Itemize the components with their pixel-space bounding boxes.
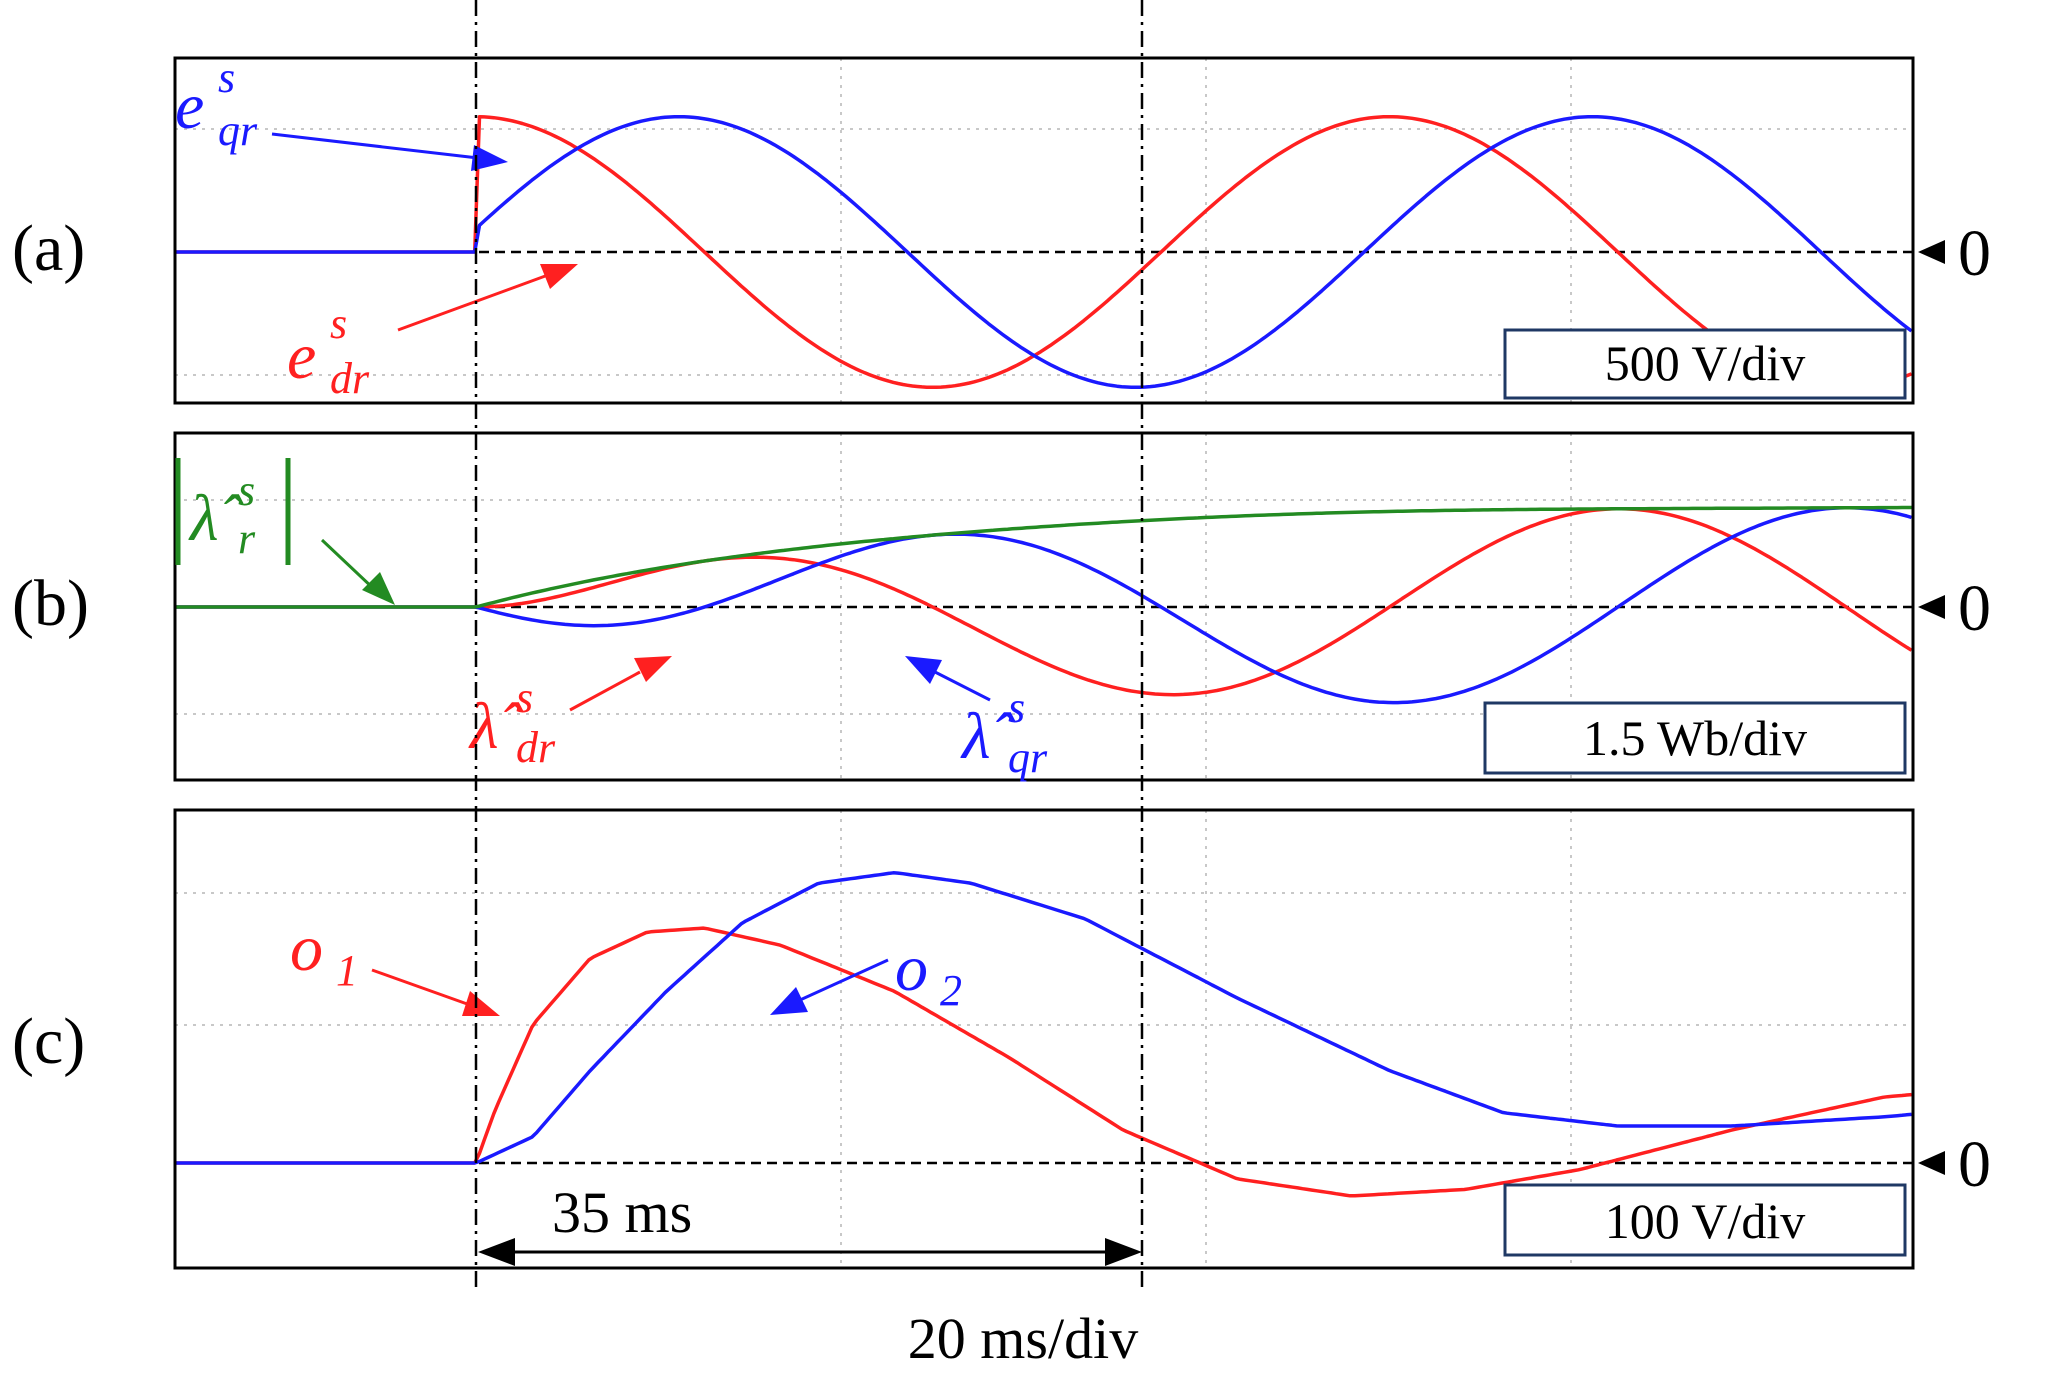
label-e-qr-sup: s [218,53,235,102]
arrow-lambda-dr [569,670,641,712]
arrow-o2 [799,958,889,1002]
panel-a-frame [173,56,1915,405]
label-e-dr-sup: s [330,299,347,348]
arrow-lambda-mag [320,538,377,592]
label-lambda-dr-sup: s [516,673,533,722]
panel-b-frame [173,431,1915,782]
label-o1-sub: 1 [336,946,358,995]
panel-a-label: (a) [12,212,85,285]
arrow-o1 [371,968,471,1007]
panel-c-scale: 100 V/div [1605,1193,1806,1249]
panel-b-zero-label: 0 [1958,572,1991,645]
arrowhead-o1 [462,991,500,1016]
label-e-qr: e [175,70,204,143]
trace-lambda-qr [175,506,1912,705]
trace-lambda-dr [175,507,1913,697]
panel-b-zero-marker [1918,595,1945,619]
time-base-label: 20 ms/div [908,1306,1138,1371]
trace-o1 [175,926,1912,1198]
panel-b-scale-box [1483,701,1907,775]
arrowhead-lambda-dr [634,656,672,682]
trace-lambda-mag [175,505,1912,609]
label-e-qr-sub: qr [218,106,258,155]
label-e-dr: e [287,320,316,393]
arrowhead-lambda-qr [905,656,942,684]
panel-a-zero-label: 0 [1958,217,1991,290]
label-e-dr-sub: dr [330,354,370,403]
panel-c: 100 V/div (c) 0 o 1 o 2 35 ms [12,808,1991,1270]
label-lambda-dr-sub: dr [516,723,556,772]
panel-a-scale: 500 V/div [1605,335,1806,391]
panel-c-scale-box [1503,1183,1907,1257]
arrow-e-qr [271,132,479,160]
arrowhead-e-dr [540,264,578,289]
panel-c-zero-label: 0 [1958,1128,1991,1201]
arrow-e-dr [397,273,549,332]
annotation-arrowhead-right [1105,1238,1142,1266]
panel-a-grid [175,58,1913,403]
arrow-lambda-qr [934,670,991,702]
panel-b-label: (b) [12,567,89,640]
label-lambda-mag-sup: s [238,466,255,515]
label-o2: o [895,932,928,1005]
trace-e-qr [175,114,1913,390]
panel-c-zero-marker [1918,1151,1945,1175]
label-o2-sub: 2 [940,966,962,1015]
label-lambda-mag: λ̂ [188,482,244,555]
label-lambda-mag-sub: r [238,514,256,563]
panel-c-label: (c) [12,1005,85,1078]
panel-a-zero-marker [1918,240,1945,264]
annotation-35ms: 35 ms [552,1180,692,1245]
arrowhead-e-qr [471,145,508,171]
label-o1: o [290,912,323,985]
panel-c-grid [175,810,1913,1268]
panel-b: 1.5 Wb/div (b) 0 λ̂ s r λ̂ s dr λ̂ s qr [12,431,1991,782]
label-lambda-qr-sup: s [1008,683,1025,732]
panel-c-frame [173,808,1915,1270]
panel-b-scale: 1.5 Wb/div [1583,710,1807,766]
label-lambda-qr-sub: qr [1008,733,1048,782]
arrowhead-lambda-mag [362,572,395,605]
panel-a-scale-box [1503,328,1907,400]
panel-a: 500 V/div (a) 0 e s qr e s dr [12,53,1991,405]
trace-o2 [175,871,1912,1165]
annotation-arrowhead-left [478,1238,515,1266]
arrowhead-o2 [770,987,808,1015]
